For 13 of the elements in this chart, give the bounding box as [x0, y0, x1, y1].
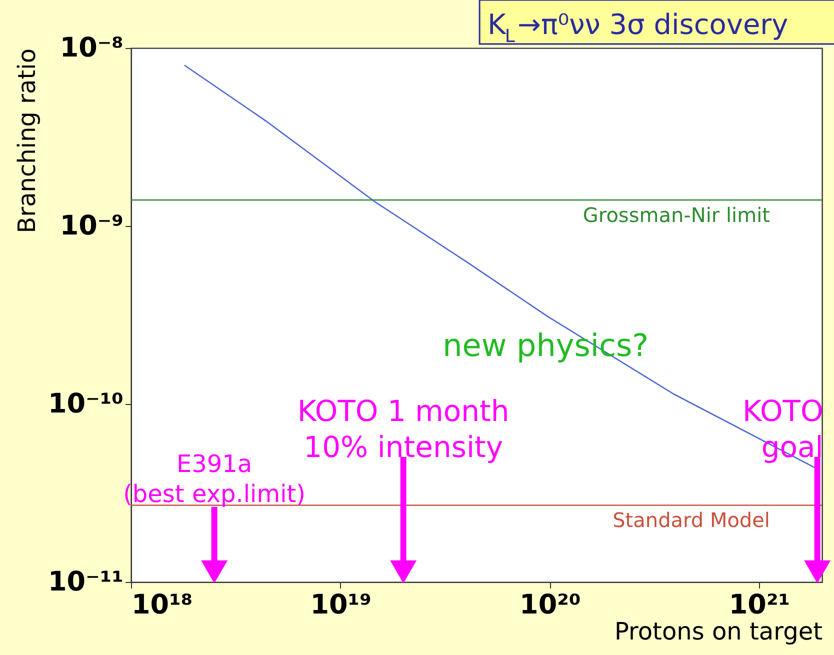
y-tick-label: 10⁻⁸: [60, 32, 124, 64]
ref-line-label: Grossman-Nir limit: [582, 202, 770, 227]
y-axis-title: Branching ratio: [13, 48, 42, 234]
y-tick-label: 10⁻⁹: [60, 210, 124, 242]
x-tick-label: 10²¹: [728, 590, 790, 620]
annotation: KOTO 1 month 10% intensity: [297, 394, 510, 464]
ref-line-label: Standard Model: [612, 508, 770, 532]
x-tick-label: 10¹⁹: [310, 590, 372, 620]
y-tick-label: 10⁻¹⁰: [48, 388, 124, 420]
x-tick-label: 10¹⁸: [132, 590, 193, 620]
x-axis-title: Protons on target: [614, 618, 822, 646]
y-tick-label: 10⁻¹¹: [48, 566, 124, 598]
x-tick-label: 10²⁰: [520, 590, 581, 620]
